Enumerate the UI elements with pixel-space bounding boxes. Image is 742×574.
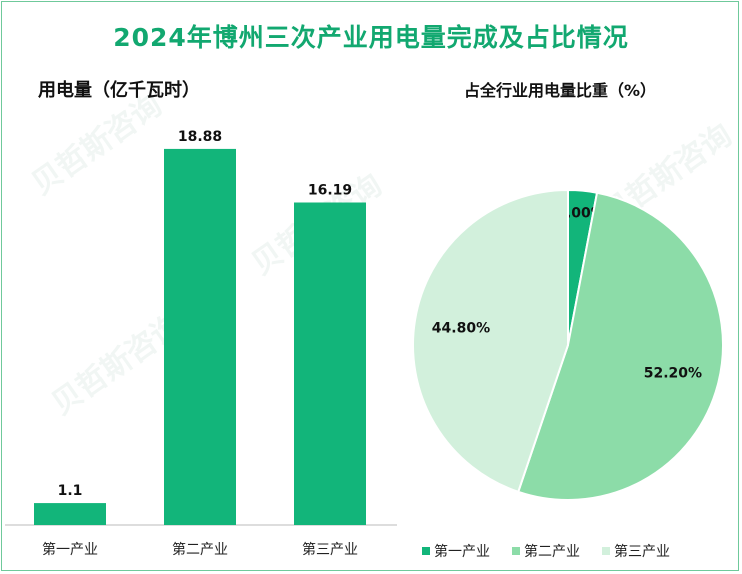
legend-swatch (512, 547, 520, 555)
bar-value-label: 18.88 (178, 129, 222, 145)
pie-title: 占全行业用电量比重（%） (463, 81, 657, 100)
bar (294, 202, 366, 526)
legend-item: 第一产业 (422, 541, 490, 561)
bar-value-label: 1.1 (58, 483, 83, 499)
legend-label: 第二产业 (524, 544, 580, 560)
bar (164, 148, 236, 525)
chart-title: 2024年博州三次产业用电量完成及占比情况 (113, 23, 629, 52)
pie-slice (516, 191, 724, 501)
bar-value-label: 16.19 (308, 182, 352, 198)
bar (34, 503, 106, 525)
legend-label: 第三产业 (614, 544, 670, 560)
x-tick-label: 第一产业 (42, 541, 98, 558)
pie-legend: 第一产业 第二产业 第三产业 (422, 541, 670, 561)
pie-value-label: 52.20% (644, 366, 702, 382)
x-tick-label: 第三产业 (302, 541, 358, 558)
legend-item: 第二产业 (512, 541, 580, 561)
legend-swatch (422, 547, 430, 555)
legend-swatch (602, 547, 610, 555)
legend-item: 第三产业 (602, 541, 670, 561)
legend-label: 第一产业 (434, 544, 490, 560)
pie-slice (412, 188, 569, 494)
bar-axis-label: 用电量（亿千瓦时） (38, 80, 200, 101)
pie-value-label: 44.80% (432, 320, 490, 336)
x-tick-label: 第二产业 (172, 541, 228, 558)
